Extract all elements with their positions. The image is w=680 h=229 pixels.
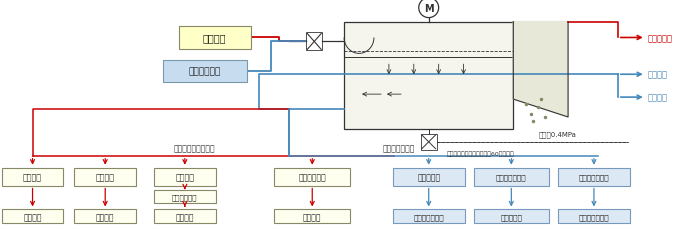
Bar [1, 168, 63, 186]
Text: 各種循環器: 各種循環器 [417, 172, 440, 181]
Bar [306, 33, 322, 51]
Text: 下水放流: 下水放流 [96, 212, 114, 221]
Bar [179, 26, 250, 50]
Text: 製　造　工　程: 製 造 工 程 [579, 213, 609, 220]
Text: 油水分離: 油水分離 [23, 172, 42, 181]
Bar [154, 190, 216, 204]
Bar [163, 61, 247, 83]
Text: M: M [424, 4, 434, 14]
Text: 不純物回収: 不純物回収 [647, 34, 673, 43]
Bar [74, 168, 136, 186]
Text: 放　　流: 放 流 [175, 212, 194, 221]
Bar [558, 210, 630, 223]
Text: 原料回収: 原料回収 [647, 71, 668, 79]
Text: 原　料　回　収: 原 料 回 収 [579, 174, 609, 180]
Polygon shape [513, 22, 568, 117]
Text: 各種排液: 各種排液 [203, 33, 226, 43]
Text: 放　　流: 放 流 [303, 212, 322, 221]
Bar [421, 134, 437, 150]
Text: 加圧浮上: 加圧浮上 [96, 172, 115, 181]
Text: 洗浄・冷却水他: 洗浄・冷却水他 [496, 174, 526, 180]
Bar [393, 210, 464, 223]
Text: （廃水処理ライン）: （廃水処理ライン） [174, 144, 216, 153]
Text: 循環再利用: 循環再利用 [500, 213, 522, 220]
Bar [154, 210, 216, 223]
Text: （製造ライン）: （製造ライン） [383, 144, 415, 153]
Bar [275, 168, 350, 186]
Text: 原料濃縮: 原料濃縮 [647, 93, 668, 102]
Bar [344, 22, 513, 129]
Text: 廃水処理設備: 廃水処理設備 [172, 193, 198, 200]
Bar [154, 168, 216, 186]
Bar [558, 168, 630, 186]
Bar [74, 210, 136, 223]
Bar [1, 210, 63, 223]
Text: 製　造　工　程: 製 造 工 程 [413, 213, 444, 220]
Text: 廃水処理設備: 廃水処理設備 [299, 172, 326, 181]
Text: 加圧浮上: 加圧浮上 [175, 172, 194, 181]
Bar [473, 168, 549, 186]
Text: 閾欠及び原水停止時のみ（60秒以内）: 閾欠及び原水停止時のみ（60秒以内） [447, 151, 514, 157]
Bar [275, 210, 350, 223]
Text: 製造工程原液: 製造工程原液 [188, 68, 221, 76]
Text: 放　　流: 放 流 [23, 212, 41, 221]
Text: 洗浄水0.4MPa: 洗浄水0.4MPa [538, 131, 576, 137]
Bar [393, 168, 464, 186]
Bar [473, 210, 549, 223]
